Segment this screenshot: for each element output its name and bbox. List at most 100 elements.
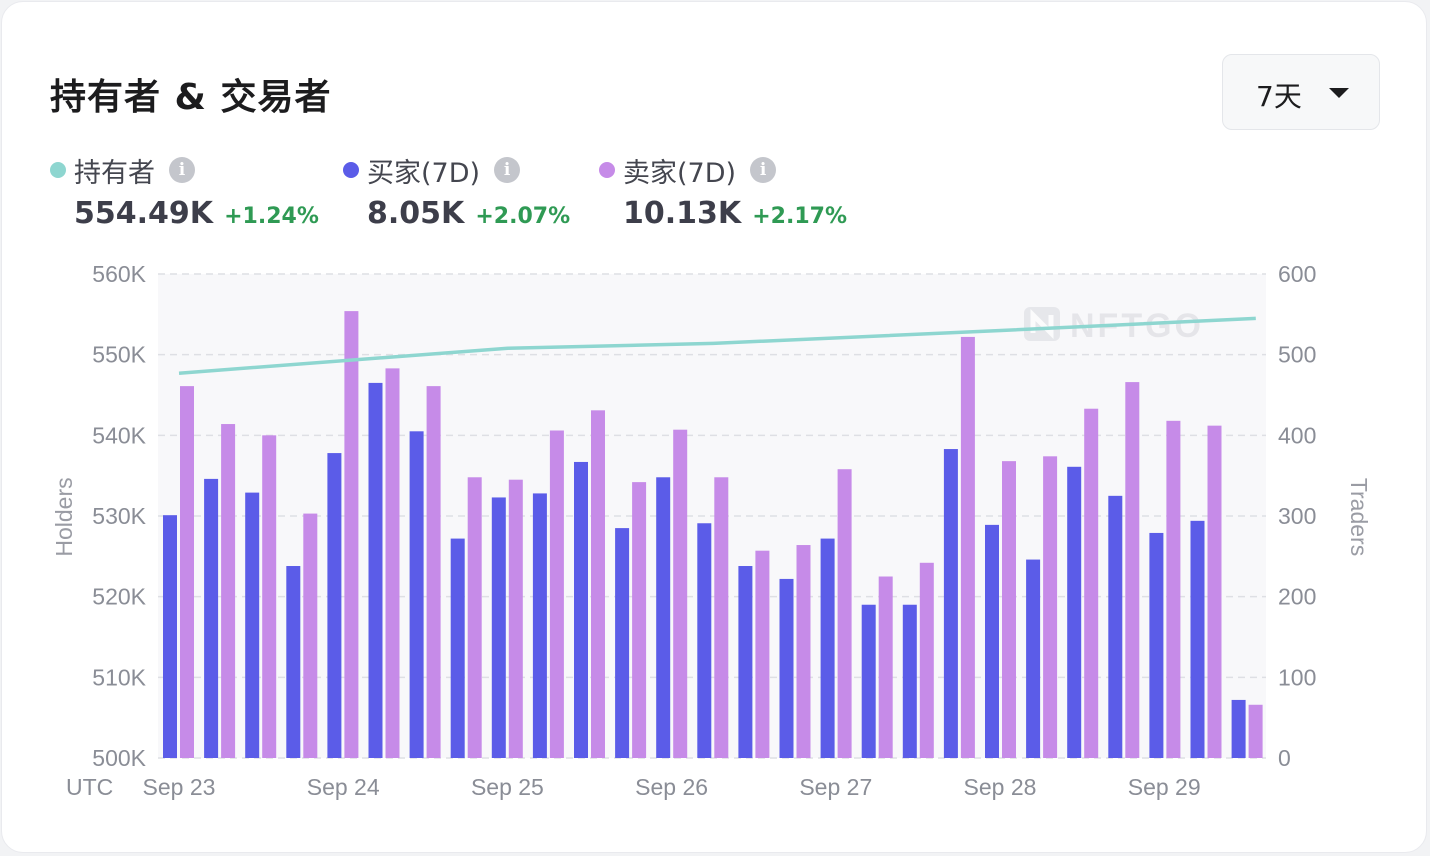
seller-bar xyxy=(549,430,564,758)
seller-bar xyxy=(1043,456,1058,758)
buyer-bar xyxy=(286,566,301,758)
seller-bar xyxy=(180,386,194,758)
left-tick-label: 540K xyxy=(92,422,146,448)
seller-bar xyxy=(221,424,236,758)
x-tick-label: Sep 25 xyxy=(471,774,544,800)
seller-bar xyxy=(755,550,770,758)
x-tick-label: Sep 28 xyxy=(964,774,1037,800)
seller-bar xyxy=(385,368,400,758)
seller-bar xyxy=(960,336,975,758)
buyer-bar xyxy=(656,477,671,758)
x-tick-label: Sep 24 xyxy=(307,774,380,800)
metric-buyers: 买家(7D) i 8.05K +2.07% xyxy=(343,150,570,231)
holders-line xyxy=(178,316,1256,375)
buyer-bar xyxy=(1231,699,1246,758)
seller-bar xyxy=(1207,425,1222,758)
buyer-bar xyxy=(779,578,794,758)
left-tick-label: 550K xyxy=(92,342,146,368)
buyer-bar xyxy=(615,528,630,758)
buyer-bar xyxy=(409,431,424,758)
left-tick-label: 530K xyxy=(92,503,146,529)
bar-series xyxy=(163,311,1263,758)
seller-bar xyxy=(426,386,441,758)
seller-bar xyxy=(796,545,811,758)
seller-bar xyxy=(1002,461,1016,758)
x-tick-label: Sep 27 xyxy=(799,774,872,800)
left-tick-label: 560K xyxy=(92,261,146,287)
seller-bar xyxy=(1125,382,1140,758)
buyer-bar xyxy=(1190,520,1205,758)
metric-sellers-label: 卖家(7D) xyxy=(623,157,737,189)
right-tick-label: 200 xyxy=(1278,584,1316,610)
left-axis: 500K 510K 520K 530K 540K 550K 560K xyxy=(92,261,146,771)
time-range-value: 7天 xyxy=(1256,80,1302,113)
info-icon[interactable]: i xyxy=(169,157,195,183)
buyer-bar xyxy=(902,604,917,758)
timezone-label: UTC xyxy=(66,774,113,800)
metric-sellers-change: +2.17% xyxy=(752,204,847,229)
chart-grid xyxy=(158,273,1266,759)
card-title: 持有者 & 交易者 xyxy=(50,77,332,118)
metric-sellers: 卖家(7D) i 10.13K +2.17% xyxy=(599,150,847,231)
info-icon[interactable]: i xyxy=(494,157,521,183)
buyer-bar xyxy=(985,524,999,758)
seller-bar xyxy=(673,429,688,758)
metric-holders-value: 554.49K xyxy=(74,196,214,231)
metric-buyers-value: 8.05K xyxy=(367,196,465,231)
buyer-bar xyxy=(820,538,835,758)
buyer-bar xyxy=(1067,466,1082,758)
buyer-bar xyxy=(204,478,219,758)
seller-bar xyxy=(344,311,359,758)
holders-legend-dot xyxy=(50,162,66,178)
seller-bar xyxy=(508,479,523,758)
metric-holders-label: 持有者 xyxy=(74,157,155,189)
seller-bar xyxy=(1248,704,1263,758)
buyer-bar xyxy=(574,461,588,758)
buyer-bar xyxy=(697,523,712,758)
left-tick-label: 500K xyxy=(92,745,146,771)
buyer-bar xyxy=(368,382,383,758)
metric-sellers-value: 10.13K xyxy=(623,196,742,231)
buyer-bar xyxy=(861,604,876,758)
x-tick-label: Sep 26 xyxy=(635,774,708,800)
seller-bar xyxy=(714,477,729,758)
buyer-bar xyxy=(1108,495,1123,758)
metric-buyers-label: 买家(7D) xyxy=(367,157,481,189)
seller-bar xyxy=(1084,408,1099,758)
right-axis-title: Traders xyxy=(1346,478,1372,556)
info-icon[interactable]: i xyxy=(750,157,777,183)
x-tick-label: Sep 23 xyxy=(143,774,216,800)
buyer-bar xyxy=(532,493,547,758)
right-tick-label: 100 xyxy=(1278,664,1316,690)
sellers-legend-dot xyxy=(599,162,615,178)
buyer-bar xyxy=(738,566,753,758)
left-tick-label: 510K xyxy=(92,664,146,690)
nftgo-watermark: NFTGO xyxy=(1024,307,1201,345)
seller-bar xyxy=(1166,420,1181,758)
buyer-bar xyxy=(245,492,260,758)
time-range-select[interactable]: 7天 xyxy=(1222,54,1380,130)
buyer-bar xyxy=(450,538,465,758)
seller-bar xyxy=(467,477,482,758)
left-tick-label: 520K xyxy=(92,584,146,610)
left-axis-title: Holders xyxy=(51,477,77,556)
right-tick-label: 400 xyxy=(1278,422,1316,448)
seller-bar xyxy=(878,576,893,758)
buyer-bar xyxy=(1026,559,1041,758)
seller-bar xyxy=(591,410,605,758)
x-axis: Sep 23 Sep 24 Sep 25 Sep 26 Sep 27 Sep 28 Sep … xyxy=(143,774,1201,800)
x-tick-label: Sep 29 xyxy=(1128,774,1201,800)
metric-holders-change: +1.24% xyxy=(224,204,319,229)
seller-bar xyxy=(919,562,934,758)
caret-down-icon xyxy=(1329,88,1349,98)
seller-bar xyxy=(632,482,647,758)
seller-bar xyxy=(303,513,318,758)
right-tick-label: 500 xyxy=(1278,342,1316,368)
seller-bar xyxy=(262,435,277,758)
buyers-legend-dot xyxy=(343,162,359,178)
buyer-bar xyxy=(1149,532,1164,758)
seller-bar xyxy=(837,469,852,758)
buyer-bar xyxy=(943,449,958,758)
right-tick-label: 0 xyxy=(1278,745,1291,771)
right-tick-label: 600 xyxy=(1278,261,1316,287)
